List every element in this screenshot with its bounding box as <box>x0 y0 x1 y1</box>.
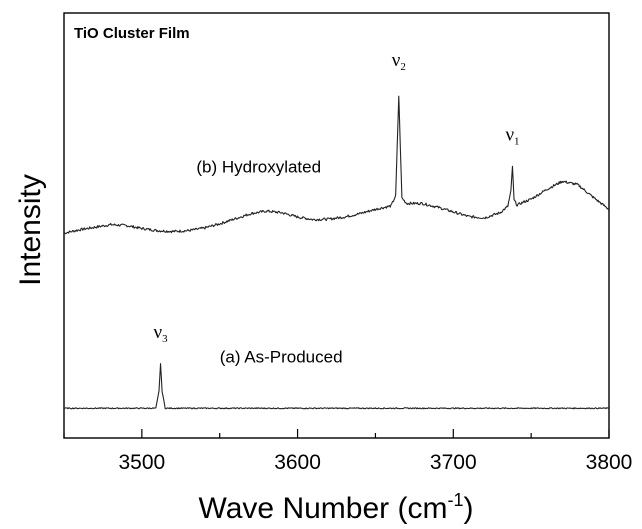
x-axis-label-superscript: -1 <box>447 490 463 510</box>
x-tick-label: 3600 <box>274 451 321 474</box>
x-axis-label-close: ) <box>463 492 473 525</box>
annotation-layer: (b) Hydroxylated (a) As-Produced ν2 ν1 ν3 <box>154 50 520 366</box>
y-axis-label: Intensity <box>14 174 47 286</box>
x-axis-label: Wave Number (cm-1) <box>199 490 474 525</box>
x-axis-label-main: Wave Number (cm <box>199 492 448 525</box>
peak-label-nu3: ν3 <box>154 322 169 345</box>
annotation-as-produced: (a) As-Produced <box>220 347 343 366</box>
x-axis-ticks: 3500 3600 3700 3800 <box>64 429 632 474</box>
series-hydroxylated-line <box>64 96 609 234</box>
x-tick-label: 3700 <box>430 451 477 474</box>
series-as-produced-line <box>64 364 609 409</box>
annotation-hydroxylated: (b) Hydroxylated <box>196 157 321 176</box>
peak-label-subscript: 1 <box>514 136 520 148</box>
chart-title: TiO Cluster Film <box>74 25 190 42</box>
x-tick-label: 3500 <box>118 451 165 474</box>
peak-label-subscript: 3 <box>162 333 168 345</box>
x-tick-label: 3800 <box>586 451 633 474</box>
peak-label-nu1: ν1 <box>505 125 519 148</box>
plot-frame <box>64 13 609 438</box>
peak-label-subscript: 2 <box>400 61 406 73</box>
peak-label-nu2: ν2 <box>392 50 406 73</box>
